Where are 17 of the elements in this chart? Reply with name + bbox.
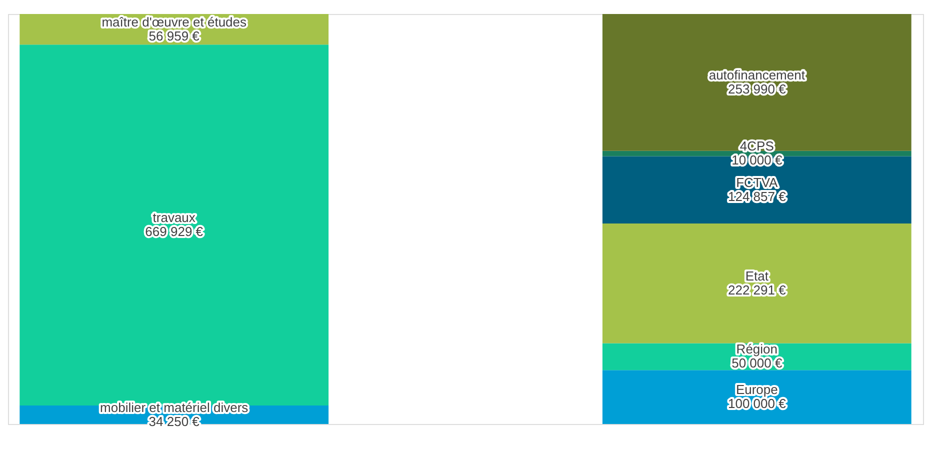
data-label: 222 291 € xyxy=(728,282,787,298)
series-label: travaux xyxy=(152,210,196,226)
series-label: mobilier et matériel divers xyxy=(100,400,249,415)
series-label: Région xyxy=(736,342,778,357)
data-label: 100 000 € xyxy=(728,396,787,412)
data-label: 50 000 € xyxy=(732,356,783,371)
data-label: 56 959 € xyxy=(148,28,200,44)
series-label: Etat xyxy=(745,268,769,284)
data-label: 124 857 € xyxy=(728,188,787,204)
data-label: 10 000 € xyxy=(732,152,783,168)
data-label: 253 990 € xyxy=(728,81,787,96)
series-label: maître d'œuvre et études xyxy=(102,14,248,30)
series-label: 4CPS xyxy=(740,138,774,154)
data-label: 669 929 € xyxy=(145,224,204,240)
series-label: FCTVA xyxy=(736,174,778,190)
series-label: autofinancement xyxy=(708,67,806,82)
series-label: Europe xyxy=(736,382,778,398)
